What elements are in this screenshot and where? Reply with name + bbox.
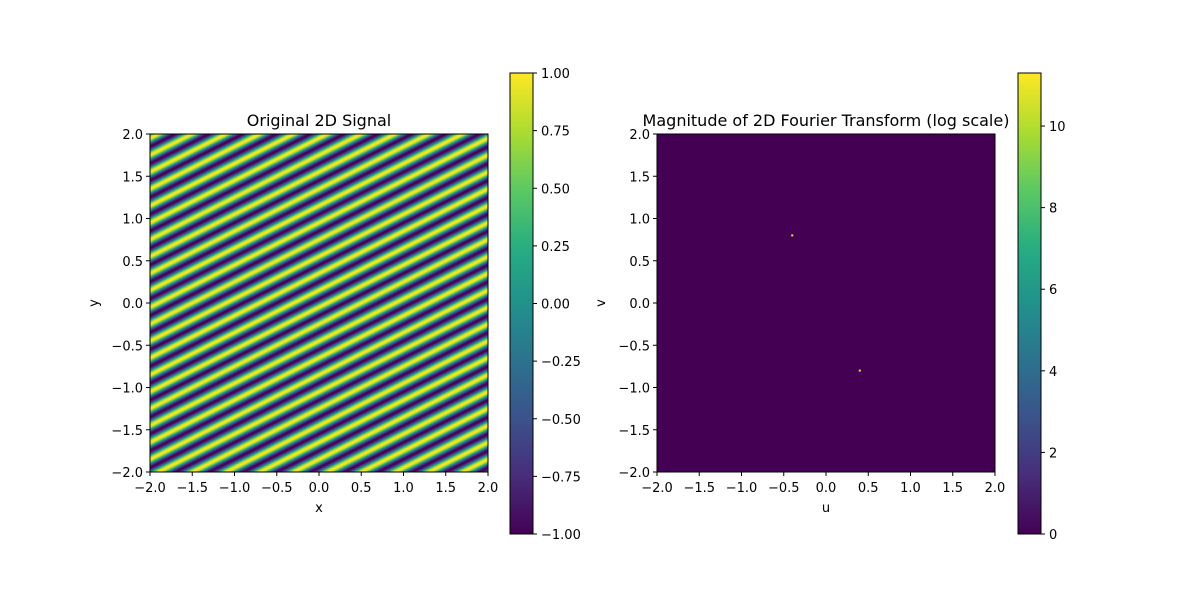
fourier-colorbar-tick-label: 4 <box>1049 365 1057 380</box>
fourier-panel: Magnitude of 2D Fourier Transform (log s… <box>594 72 1066 543</box>
fourier-x-tick-label: −1.0 <box>726 481 758 496</box>
signal-colorbar-ticks: −1.00 −0.75 −0.50 −0.25 0.00 0.25 0.50 0.75 1.00 <box>533 67 581 543</box>
signal-title: Original 2D Signal <box>247 111 391 130</box>
signal-colorbar-tick-label: 0.25 <box>541 240 570 255</box>
signal-y-tick-label: 2.0 <box>122 128 143 143</box>
signal-colorbar-tick-label: −0.25 <box>541 355 581 370</box>
signal-y-ticks: −2.0 −1.5 −1.0 −0.5 0.0 0.5 1.0 1.5 2.0 <box>111 128 150 481</box>
signal-y-tick-label: −1.5 <box>111 424 143 439</box>
signal-colorbar-tick-label: 0.00 <box>541 298 570 313</box>
fourier-x-tick-label: 0.5 <box>858 481 879 496</box>
fourier-y-tick-label: 1.0 <box>629 213 650 228</box>
signal-colorbar-tick-label: −1.00 <box>541 528 581 543</box>
signal-heatmap-wrapper <box>150 134 488 472</box>
fourier-colorbar: 0 2 4 6 8 10 <box>1017 72 1066 543</box>
fourier-y-label: v <box>594 299 609 307</box>
signal-colorbar-tick-label: 1.00 <box>541 67 570 82</box>
signal-x-tick-label: −0.5 <box>261 481 293 496</box>
fourier-colorbar-tick-label: 0 <box>1049 528 1057 543</box>
fourier-y-tick-label: −1.0 <box>618 382 650 397</box>
signal-x-ticks: −2.0 −1.5 −1.0 −0.5 0.0 0.5 1.0 1.5 2.0 <box>134 472 498 496</box>
signal-y-tick-label: 1.5 <box>122 170 143 185</box>
fourier-colorbar-gradient <box>1017 72 1042 535</box>
fourier-x-label: u <box>822 501 830 516</box>
signal-x-label: x <box>315 501 323 516</box>
signal-x-tick-label: 1.5 <box>435 481 456 496</box>
fourier-x-tick-label: 0.0 <box>816 481 837 496</box>
fourier-x-tick-label: −1.5 <box>683 481 715 496</box>
fourier-y-tick-label: 0.5 <box>629 255 650 270</box>
fourier-x-ticks: −2.0 −1.5 −1.0 −0.5 0.0 0.5 1.0 1.5 2.0 <box>641 472 1005 496</box>
fourier-x-tick-label: 1.5 <box>942 481 963 496</box>
fourier-heatmap-background <box>657 134 995 472</box>
fourier-colorbar-ticks: 0 2 4 6 8 10 <box>1041 120 1066 543</box>
signal-y-tick-label: 1.0 <box>122 213 143 228</box>
fourier-x-tick-label: 1.0 <box>900 481 921 496</box>
signal-colorbar: −1.00 −0.75 −0.50 −0.25 0.00 0.25 0.50 0.75 1.00 <box>509 67 581 543</box>
fourier-y-tick-label: −2.0 <box>618 466 650 481</box>
fourier-colorbar-tick-label: 10 <box>1049 120 1066 135</box>
signal-x-tick-label: 0.5 <box>351 481 372 496</box>
signal-x-tick-label: 0.0 <box>309 481 330 496</box>
fourier-y-tick-label: 1.5 <box>629 170 650 185</box>
signal-colorbar-tick-label: 0.75 <box>541 125 570 140</box>
signal-heatmap <box>150 134 488 472</box>
fourier-x-tick-label: −2.0 <box>641 481 673 496</box>
signal-x-tick-label: 1.0 <box>393 481 414 496</box>
signal-panel: Original 2D Signal −2.0 −1.5 −1.0 −0.5 0.0 0.… <box>87 67 581 543</box>
signal-y-tick-label: −0.5 <box>111 339 143 354</box>
fourier-x-tick-label: 2.0 <box>985 481 1006 496</box>
fourier-colorbar-tick-label: 2 <box>1049 446 1057 461</box>
fourier-x-tick-label: −0.5 <box>768 481 800 496</box>
fourier-title: Magnitude of 2D Fourier Transform (log s… <box>643 111 1010 130</box>
signal-x-tick-label: −1.5 <box>176 481 208 496</box>
fourier-peak-1 <box>791 234 794 237</box>
signal-x-tick-label: −1.0 <box>219 481 251 496</box>
fourier-colorbar-tick-label: 8 <box>1049 202 1057 217</box>
fourier-peaks <box>791 234 861 372</box>
fourier-y-tick-label: 0.0 <box>629 297 650 312</box>
signal-y-tick-label: 0.5 <box>122 255 143 270</box>
signal-x-tick-label: −2.0 <box>134 481 166 496</box>
signal-colorbar-tick-label: −0.75 <box>541 470 581 485</box>
signal-colorbar-tick-label: −0.50 <box>541 413 581 428</box>
signal-colorbar-tick-label: 0.50 <box>541 182 570 197</box>
fourier-y-tick-label: 2.0 <box>629 128 650 143</box>
signal-y-tick-label: −1.0 <box>111 382 143 397</box>
fourier-peak-2 <box>858 369 861 372</box>
fourier-colorbar-tick-label: 6 <box>1049 283 1057 298</box>
fourier-y-tick-label: −0.5 <box>618 339 650 354</box>
signal-y-tick-label: 0.0 <box>122 297 143 312</box>
fourier-y-ticks: −2.0 −1.5 −1.0 −0.5 0.0 0.5 1.0 1.5 2.0 <box>618 128 657 481</box>
signal-x-tick-label: 2.0 <box>478 481 499 496</box>
signal-colorbar-gradient <box>509 72 534 535</box>
signal-y-tick-label: −2.0 <box>111 466 143 481</box>
signal-y-label: y <box>87 299 102 307</box>
fourier-y-tick-label: −1.5 <box>618 424 650 439</box>
